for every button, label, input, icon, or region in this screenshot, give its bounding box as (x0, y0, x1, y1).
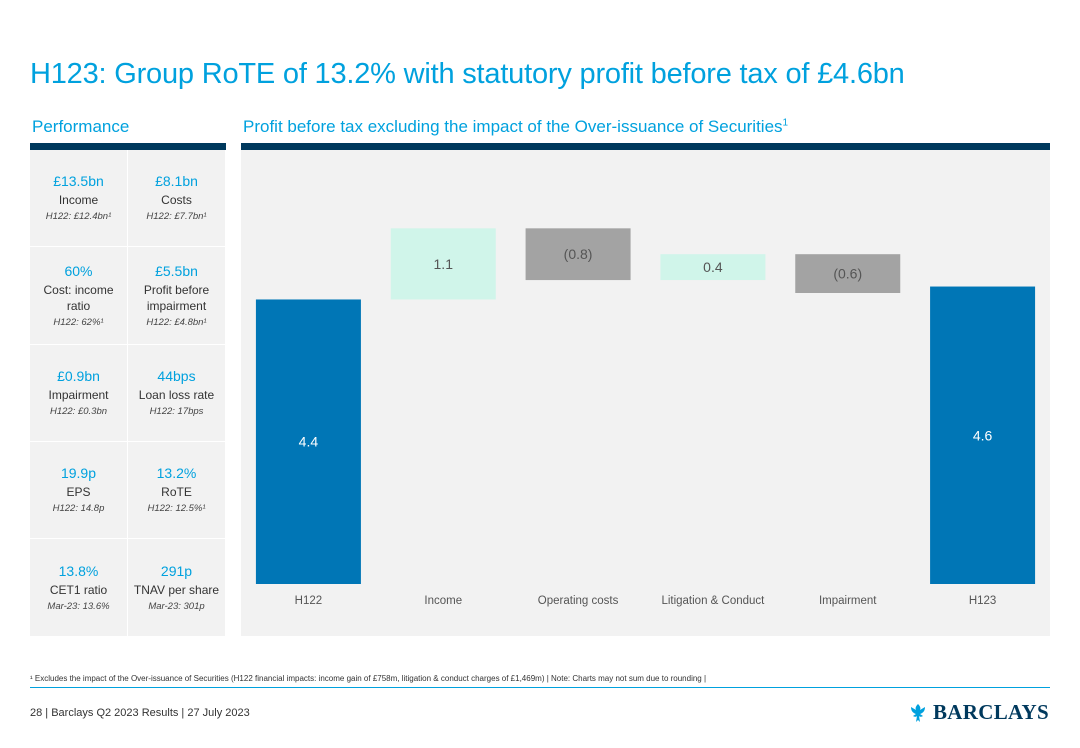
chart-section-label: Profit before tax excluding the impact o… (243, 117, 788, 137)
kpi-cet1-ratio: 13.8% CET1 ratio Mar-23: 13.6% (30, 539, 128, 636)
kpi-costs: £8.1bn Costs H122: £7.7bn¹ (128, 150, 226, 247)
kpi-value: £5.5bn (155, 262, 198, 279)
kpi-label: Impairment (48, 388, 109, 402)
kpi-prior: Mar-23: 301p (148, 600, 205, 612)
kpi-value: 19.9p (60, 465, 97, 481)
chart-rule (241, 143, 1050, 150)
kpi-value: 291p (160, 562, 193, 579)
chart-section-label-text: Profit before tax excluding the impact o… (243, 117, 783, 136)
footer-rule (30, 687, 1050, 688)
kpi-prior: H122: £0.3bn (49, 406, 108, 417)
kpi-value: 13.8% (58, 562, 99, 579)
chart-section-footnote-marker: 1 (782, 117, 789, 129)
bar-h123 (930, 286, 1036, 584)
kpi-value: 44bps (157, 368, 196, 384)
logo-text: BARCLAYS (933, 700, 1049, 724)
category-label-impairment: Impairment (819, 595, 877, 607)
kpi-value: 13.2% (156, 465, 197, 481)
kpi-prior: H122: 14.8p (52, 503, 105, 514)
eagle-icon (911, 703, 925, 722)
category-label-h122: H122 (295, 595, 323, 607)
bar-h122 (255, 299, 361, 584)
kpi-label: Cost: income ratio (43, 282, 114, 313)
bar-impairment (795, 254, 901, 293)
waterfall-chart: 4.4 H122 1.1 Income (0.8) Operating costs 0.4 L… (255, 228, 1036, 607)
kpi-prior: Mar-23: 13.6% (47, 600, 110, 612)
kpi-label: TNAV per share (133, 582, 220, 597)
kpi-label: Income (58, 193, 99, 207)
page-footer: 28 | Barclays Q2 2023 Results | 27 July … (30, 707, 250, 719)
kpi-label: EPS (66, 485, 91, 499)
kpi-eps: 19.9p EPS H122: 14.8p (30, 442, 128, 539)
value-label-income: 1.1 (434, 256, 454, 272)
kpi-label: Costs (161, 193, 192, 207)
kpi-value: £13.5bn (53, 173, 104, 189)
barclays-logo: BARCLAYS (907, 700, 1049, 725)
category-label-income: Income (424, 595, 462, 607)
page-title: H123: Group RoTE of 13.2% with statutory… (30, 58, 905, 90)
kpi-loan-loss-rate: 44bps Loan loss rate H122: 17bps (128, 345, 226, 442)
footnote: ¹ Excludes the impact of the Over-issuan… (30, 674, 707, 683)
kpi-label: CET1 ratio (49, 582, 108, 597)
kpi-prior: H122: £7.7bn¹ (146, 211, 207, 222)
category-label-operating-costs: Operating costs (538, 595, 619, 607)
value-label-litigation-conduct: 0.4 (703, 259, 723, 275)
kpi-prior: H122: £4.8bn¹ (146, 316, 207, 328)
bar-operating-costs (525, 228, 631, 281)
kpi-income: £13.5bn Income H122: £12.4bn¹ (30, 150, 128, 247)
kpi-prior: H122: 17bps (149, 406, 204, 417)
kpi-value: 60% (64, 262, 93, 279)
bar-income (390, 228, 496, 300)
category-label-h123: H123 (969, 595, 997, 607)
kpi-tnav-per-share: 291p TNAV per share Mar-23: 301p (128, 539, 226, 636)
kpi-label: Loan loss rate (138, 388, 215, 402)
kpi-panel: £13.5bn Income H122: £12.4bn¹ £8.1bn Cos… (30, 150, 226, 636)
kpi-prior: H122: £12.4bn¹ (45, 211, 112, 222)
kpi-value: £8.1bn (155, 173, 198, 189)
kpi-prior: H122: 62%¹ (53, 316, 104, 328)
performance-label: Performance (32, 117, 130, 136)
kpi-impairment: £0.9bn Impairment H122: £0.3bn (30, 345, 128, 442)
kpi-profit-before-impairment: £5.5bn Profit before impairment H122: £4… (128, 247, 226, 345)
value-label-operating-costs: (0.8) (564, 246, 593, 262)
bar-litigation-conduct (660, 254, 766, 281)
chart-panel: 4.4 H122 1.1 Income (0.8) Operating costs 0.4 L… (241, 150, 1050, 636)
kpi-prior: H122: 12.5%¹ (147, 503, 206, 514)
kpi-label: RoTE (161, 485, 192, 499)
value-label-impairment: (0.6) (833, 266, 862, 282)
kpi-value: £0.9bn (57, 368, 100, 384)
kpi-cost-income-ratio: 60% Cost: income ratio H122: 62%¹ (30, 247, 128, 345)
performance-rule (30, 143, 226, 150)
value-label-h122: 4.4 (299, 434, 319, 450)
kpi-rote: 13.2% RoTE H122: 12.5%¹ (128, 442, 226, 539)
category-label-litigation-conduct: Litigation & Conduct (661, 595, 765, 607)
value-label-h123: 4.6 (973, 427, 993, 443)
kpi-label: Profit before impairment (143, 282, 210, 313)
